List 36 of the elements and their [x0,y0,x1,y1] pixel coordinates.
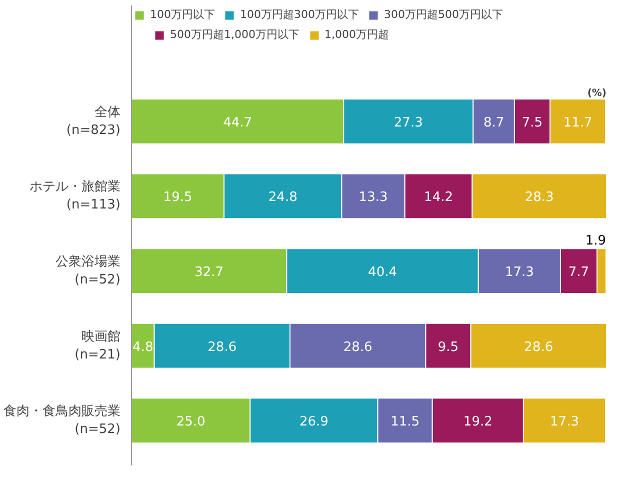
data-label: 28.6 [343,340,372,355]
data-label: 19.2 [463,414,492,430]
y-tick-label: 全体 (n=823) [66,104,121,138]
data-label: 28.6 [208,340,237,355]
y-tick-label: ホテル・旅館業 (n=113) [30,180,121,213]
data-label: 4.8 [132,340,154,355]
data-label: 9.5 [438,340,459,355]
data-label: 13.3 [358,190,388,206]
data-label: 28.6 [524,340,554,355]
data-label: 8.7 [483,115,504,130]
data-label: 32.7 [194,265,224,280]
data-label: 7.5 [522,115,543,130]
data-label: 40.4 [368,265,398,280]
legend-label: 1,000万円超 [324,27,389,42]
data-label: 44.7 [223,115,252,130]
data-label: 24.8 [268,190,298,206]
data-label: 26.9 [299,414,328,430]
y-tick-label: 食肉・食鳥肉販売業 (n=52) [4,404,121,438]
annotation: (%) [587,88,607,99]
legend-label: 500万円超1,000万円以下 [170,27,300,42]
data-label: 17.3 [550,414,579,430]
legend-label: 100万円以下 [150,7,215,22]
data-label: 7.7 [568,265,590,280]
data-label: 1.9 [585,234,606,249]
data-label: 27.3 [394,115,423,130]
data-label: 17.3 [504,265,534,280]
data-label: 11.5 [390,414,420,430]
y-tick-label: 映画館 (n=21) [74,329,121,362]
legend-label: 300万円超500万円以下 [384,7,503,22]
y-tick-label: 公衆浴場業 (n=52) [56,254,121,288]
data-label: 19.5 [163,190,192,206]
data-label: 11.7 [563,115,592,130]
data-label: 14.2 [424,190,453,206]
data-label: 28.3 [524,190,554,206]
data-label: 25.0 [176,414,206,430]
legend-label: 100万円超300万円以下 [240,7,359,22]
